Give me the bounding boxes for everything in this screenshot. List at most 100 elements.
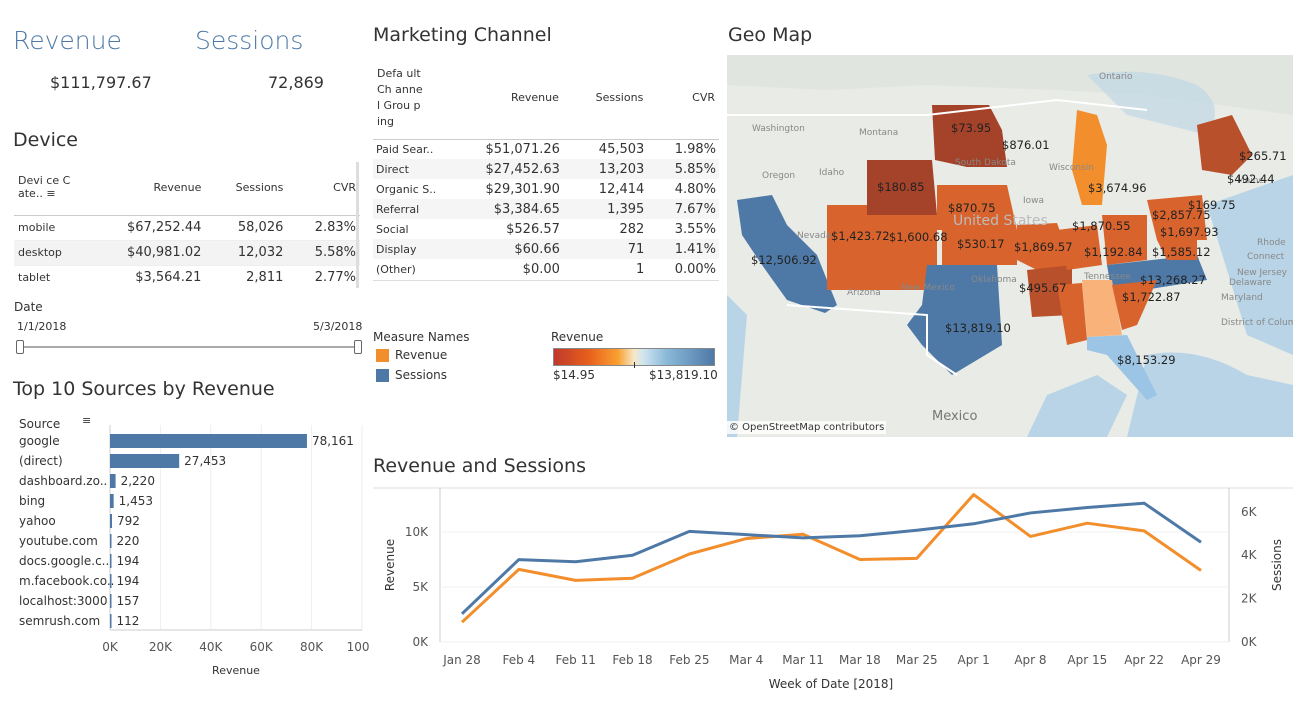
device-header-category[interactable]: Devi ce C ate.. ≡ [18,174,71,201]
device-header-revenue[interactable]: Revenue [153,180,202,194]
sessions-legend-label[interactable]: Sessions [395,368,448,382]
device-header-sessions[interactable]: Sessions [235,180,284,194]
marketing-table: Defa ult Ch annel Grou ping Revenue Sess… [373,57,719,279]
table-row[interactable]: Display $60.66 71 1.41% [373,239,719,259]
map-value-label: $495.67 [1019,281,1067,295]
tick-label: 0K [102,640,119,654]
x-tick-label: Mar 25 [896,653,938,667]
bar-value-label: 157 [117,594,140,608]
channel-revenue: $3,384.65 [493,201,560,217]
channel-cvr: 5.85% [674,161,716,177]
map-value-label: $13,819.10 [945,321,1011,335]
device-scrollbar[interactable] [356,162,359,288]
table-row[interactable]: Social $526.57 282 3.55% [373,219,719,239]
tick-label: 80K [300,640,324,654]
table-row[interactable]: (Other) $0.00 1 0.00% [373,259,719,279]
table-row[interactable]: Paid Sear.. $51,071.26 45,503 1.98% [373,139,719,159]
map-value-label: $2,857.75 [1152,208,1211,222]
marketing-header-cvr[interactable]: CVR [692,90,715,104]
gradient-legend-title: Revenue [551,330,604,344]
us-map[interactable]: Ontario Washington Montana Oregon Idaho … [727,55,1293,437]
date-slider-start-handle[interactable] [16,340,24,354]
channel-revenue: $526.57 [506,221,560,237]
state-georgia[interactable] [1082,280,1122,337]
state-minnesota[interactable] [932,105,1007,167]
table-row[interactable]: tablet $3,564.21 2,811 2.77% [14,265,360,290]
state-virginia[interactable] [1157,235,1197,260]
state-alabama[interactable] [1057,283,1087,345]
marketing-header-channel[interactable]: Defa ult Ch annel Grou ping [377,66,423,128]
map-attribution[interactable]: © OpenStreetMap contributors [727,421,887,434]
channel-name: Social [376,222,409,236]
state-new-york[interactable] [1197,115,1252,175]
map-value-label: $12,506.92 [751,253,817,267]
sessions-swatch[interactable] [376,369,389,382]
date-slider-track[interactable] [20,346,360,348]
x-tick-label: Apr 29 [1181,653,1221,667]
state-indiana-region[interactable] [1057,225,1102,270]
device-sessions: 58,026 [237,220,284,235]
x-tick-label: Feb 11 [556,653,596,667]
sessions-kpi-value: 72,869 [268,73,324,92]
place-label: Connect [1247,252,1285,262]
x-tick-label: Apr 1 [958,653,990,667]
x-tick-label: Mar 11 [782,653,824,667]
state-utah[interactable] [827,205,867,290]
state-michigan[interactable] [1072,110,1107,205]
revenue-swatch[interactable] [376,349,389,362]
state-region[interactable] [867,215,937,290]
state-florida[interactable] [1087,335,1157,400]
table-row[interactable]: Organic S.. $29,301.90 12,414 4.80% [373,179,719,199]
state-ohio[interactable] [1102,215,1147,265]
device-header-cvr[interactable]: CVR [333,180,356,194]
source-label: docs.google.c.. [19,554,109,568]
marketing-header-revenue[interactable]: Revenue [510,90,559,104]
sort-icon[interactable]: ≡ [46,187,56,201]
place-label: Oregon [762,171,795,181]
bar [110,614,112,628]
device-revenue: $3,564.21 [135,270,202,286]
table-row[interactable]: mobile $67,252.44 58,026 2.83% [14,215,360,240]
map-value-label: $1,870.55 [1072,219,1131,233]
top-sources-header: Source [19,417,61,431]
y-left-axis-label: Revenue [383,539,397,591]
map-value-label: $1,697.93 [1160,225,1219,239]
sort-icon[interactable]: ≡ [82,414,92,427]
measure-legend-title: Measure Names [373,330,470,344]
state-colorado[interactable] [867,160,937,215]
geo-map[interactable]: Ontario Washington Montana Oregon Idaho … [727,55,1293,437]
channel-name: Referral [376,202,420,216]
map-value-label: $870.75 [948,201,996,215]
bar [110,554,112,568]
place-label: Arizona [847,288,881,298]
state-south-carolina[interactable] [1112,280,1157,330]
marketing-header-sessions[interactable]: Sessions [595,90,644,104]
channel-sessions: 1,395 [607,201,645,217]
state-kansas[interactable] [942,230,1017,265]
channel-cvr: 0.00% [674,261,716,277]
device-revenue: $40,981.02 [126,245,202,260]
table-row[interactable]: desktop $40,981.02 12,032 5.58% [14,240,360,265]
y-right-axis-label: Sessions [1270,539,1284,591]
bar-value-label: 194 [117,554,140,568]
place-label: Rhode [1257,238,1286,248]
x-tick-label: Feb 25 [669,653,709,667]
state-pennsylvania[interactable] [1147,195,1207,240]
y-right-tick: 0K [1241,635,1258,649]
table-row[interactable]: Referral $3,384.65 1,395 7.67% [373,199,719,219]
table-row[interactable]: Direct $27,452.63 13,203 5.85% [373,159,719,179]
revenue-kpi-value: $111,797.67 [50,73,152,92]
bar-value-label: 1,453 [119,494,153,508]
state-nebraska[interactable] [937,185,1017,230]
date-slider-end-handle[interactable] [354,340,362,354]
place-label: Mexico [932,409,977,424]
trend-title: Revenue and Sessions [373,455,586,477]
device-cvr: 2.77% [314,270,356,286]
source-label: m.facebook.co.. [19,574,114,588]
state-texas[interactable] [907,265,1002,375]
channel-sessions: 45,503 [598,141,645,157]
channel-name: Organic S.. [376,182,437,196]
x-tick-label: Apr 15 [1067,653,1107,667]
revenue-legend-label[interactable]: Revenue [395,348,448,362]
state-california[interactable] [737,195,837,313]
